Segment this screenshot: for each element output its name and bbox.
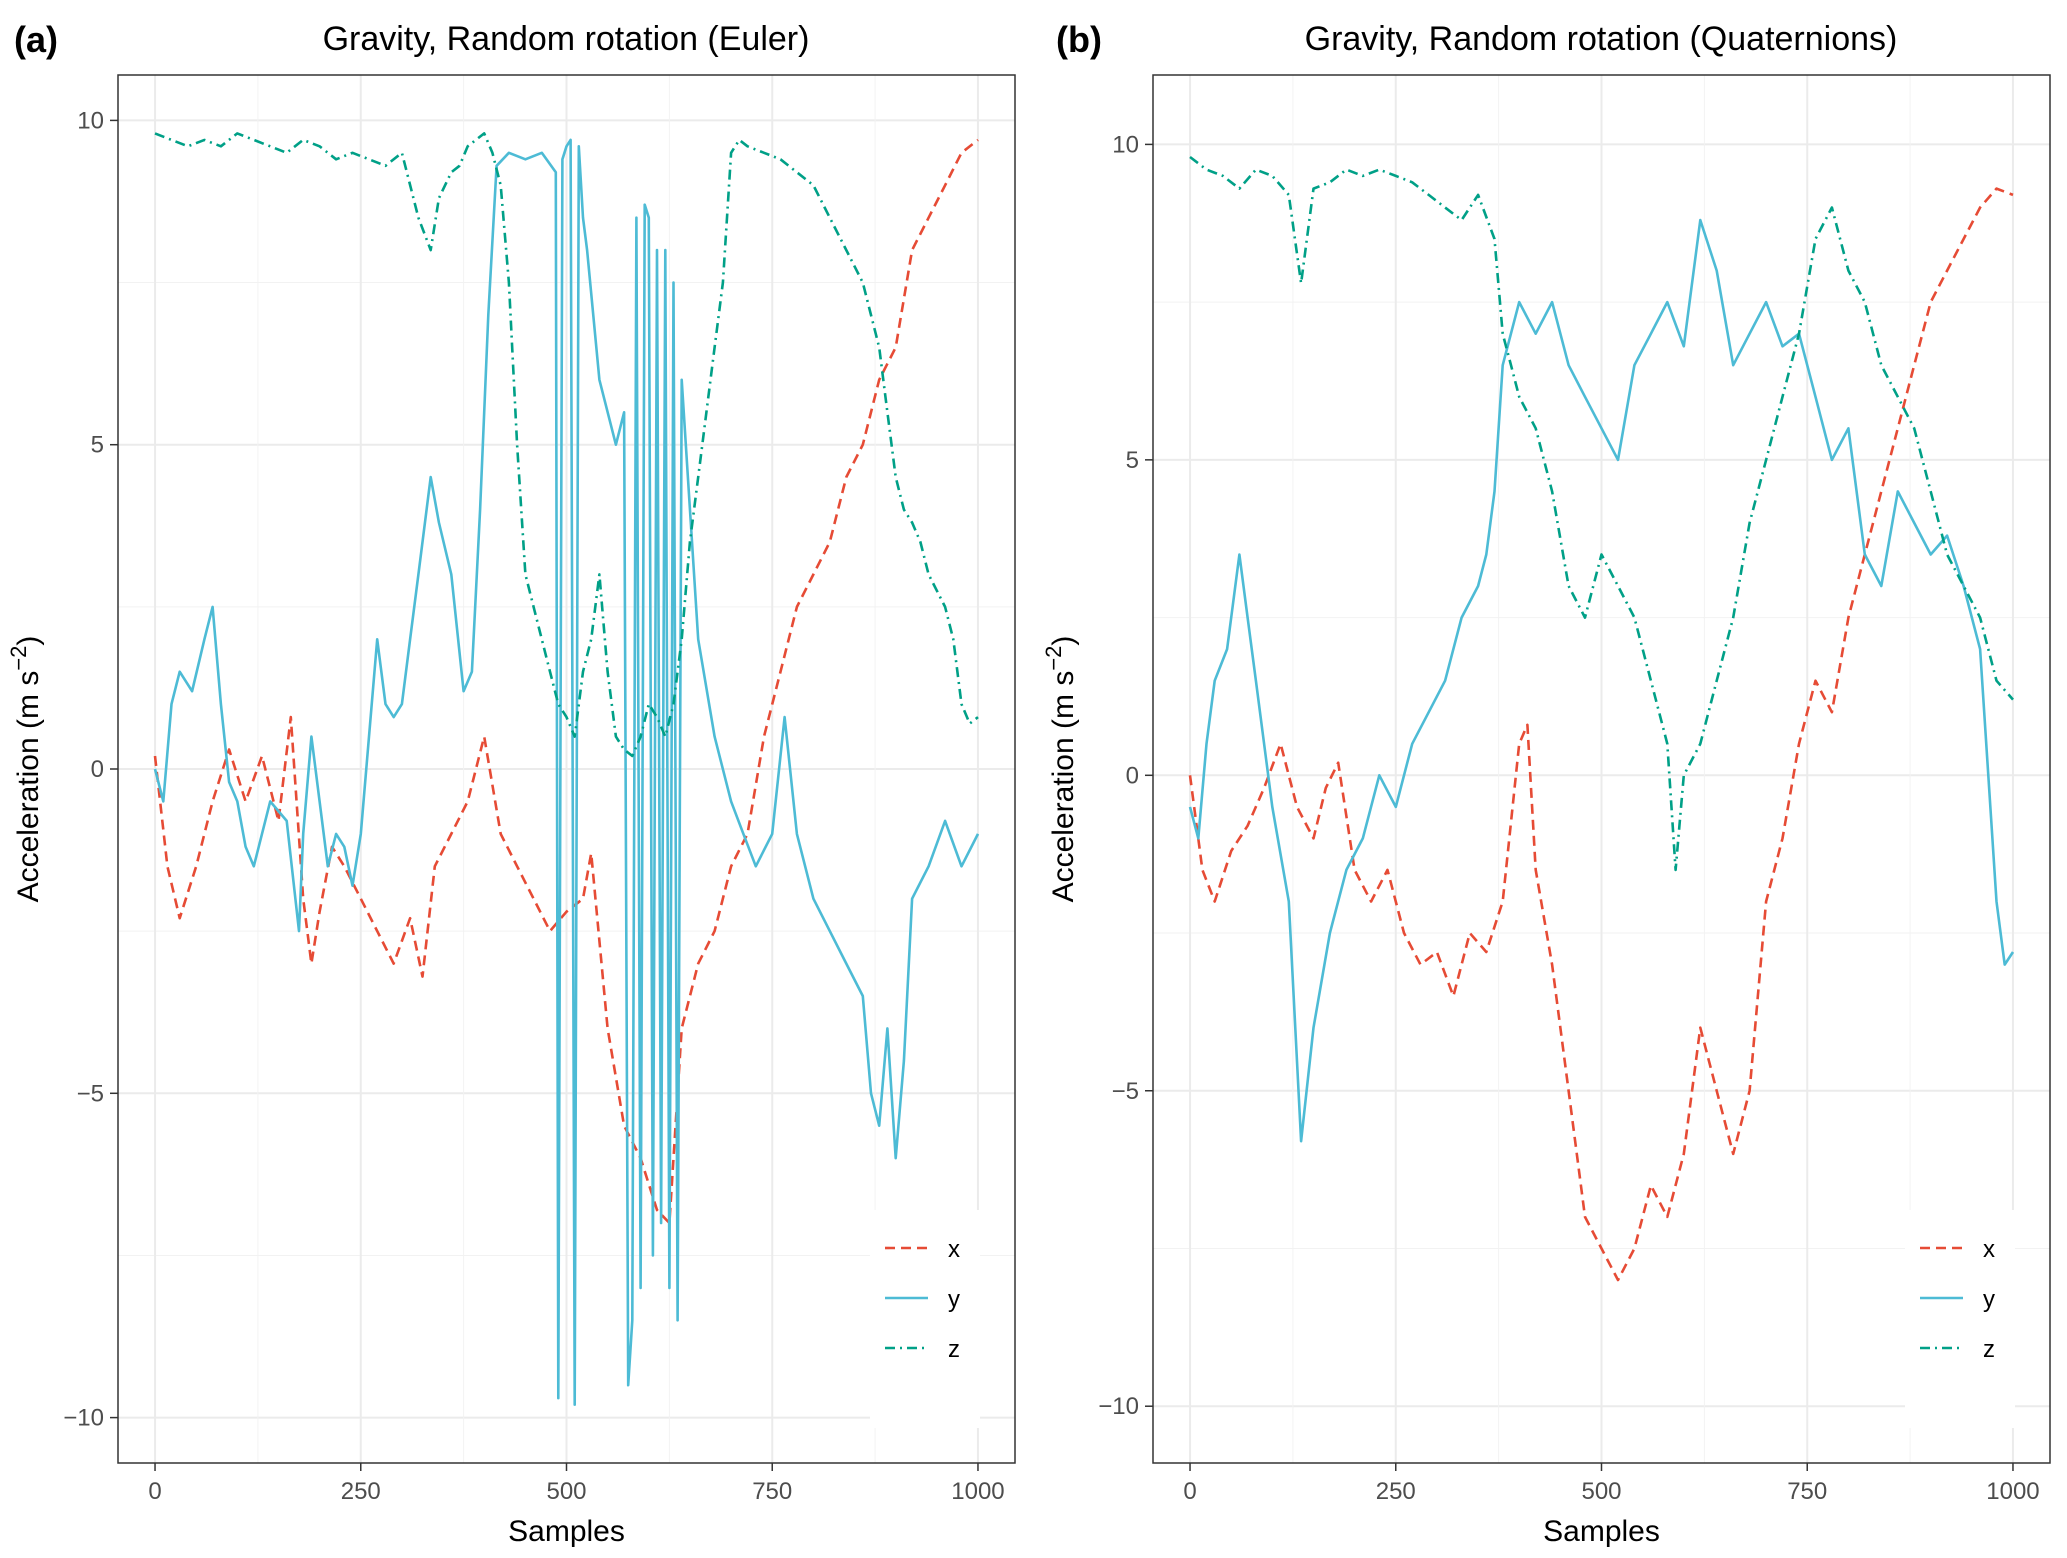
x-tick-label: 1000 <box>951 1478 1004 1505</box>
panel-tag: (a) <box>14 19 58 60</box>
y-axis-title-main: Acceleration (m s <box>12 671 45 903</box>
legend-label-z: z <box>948 1336 960 1363</box>
y-tick-label: −10 <box>63 1405 104 1432</box>
x-tick-label: 250 <box>1376 1478 1416 1505</box>
y-tick-label: −5 <box>1112 1078 1139 1105</box>
panel-tag: (b) <box>1056 19 1102 60</box>
x-tick-label: 250 <box>341 1478 381 1505</box>
x-tick-label: 500 <box>546 1478 586 1505</box>
y-tick-label: 5 <box>1126 447 1139 474</box>
y-tick-label: 10 <box>77 107 104 134</box>
series-line-z <box>154 132 979 758</box>
y-tick-label: 5 <box>91 432 104 459</box>
y-axis-title: Acceleration (m s−2) <box>6 636 45 903</box>
y-tick-label: −10 <box>1098 1393 1139 1420</box>
x-axis-title: Samples <box>508 1515 625 1548</box>
legend-label-y: y <box>1983 1286 1995 1313</box>
y-axis-title-exponent: −2 <box>1041 646 1066 671</box>
series-line-y <box>153 138 980 1406</box>
panel-title: Gravity, Random rotation (Quaternions) <box>1305 20 1898 58</box>
y-tick-label: 10 <box>1112 131 1139 158</box>
y-tick-label: 0 <box>1126 762 1139 789</box>
y-tick-label: 0 <box>91 756 104 783</box>
legend-label-z: z <box>1983 1336 1995 1363</box>
series-line-y <box>1188 218 2015 1143</box>
y-axis-title-close: ) <box>12 636 45 646</box>
x-axis-title: Samples <box>1543 1515 1660 1548</box>
series-line-x <box>1188 187 2014 1282</box>
x-tick-label: 750 <box>752 1478 792 1505</box>
x-tick-label: 0 <box>1183 1478 1196 1505</box>
panel-a: xyz 0 250 500 750 1000 −10 −5 0 5 10 Samples Acceler… <box>6 19 1016 1548</box>
x-tick-label: 0 <box>148 1478 161 1505</box>
y-axis-title-main: Acceleration (m s <box>1047 671 1080 903</box>
y-axis-title-exponent: −2 <box>6 646 31 671</box>
panel-b: xyz 0 250 500 750 1000 −10 −5 0 5 10 Samples Acceler… <box>1041 19 2051 1548</box>
y-tick-label: −5 <box>77 1080 104 1107</box>
legend-box <box>1905 1210 2015 1428</box>
legend-box <box>870 1210 980 1428</box>
y-axis-title-close: ) <box>1047 636 1080 646</box>
x-tick-label: 500 <box>1581 1478 1621 1505</box>
series-line-z <box>1189 155 2014 872</box>
legend-label-y: y <box>948 1286 960 1313</box>
legend-label-x: x <box>948 1236 960 1263</box>
legend-label-x: x <box>1983 1236 1995 1263</box>
x-tick-label: 1000 <box>1986 1478 2039 1505</box>
y-axis-title: Acceleration (m s−2) <box>1041 636 1080 903</box>
x-tick-label: 750 <box>1787 1478 1827 1505</box>
series-line-x <box>153 138 979 1225</box>
panel-title: Gravity, Random rotation (Euler) <box>323 20 810 58</box>
